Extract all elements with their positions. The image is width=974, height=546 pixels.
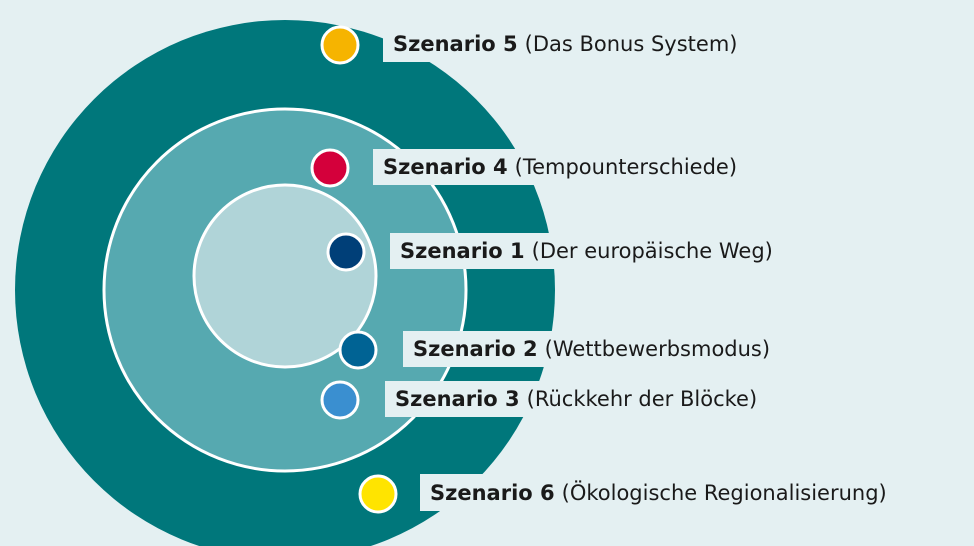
scenario-description: (Tempounterschiede) (515, 155, 737, 179)
scenario-label: Szenario 3 (Rückkehr der Blöcke) (395, 387, 757, 411)
scenario-description: (Rückkehr der Blöcke) (527, 387, 758, 411)
inner-circle (192, 183, 378, 369)
scenario-description: (Das Bonus System) (525, 32, 738, 56)
scenario-label: Szenario 1 (Der europäische Weg) (400, 239, 773, 263)
label-background (420, 474, 895, 511)
scenario-dot (320, 380, 360, 420)
scenario-description: (Wettbewerbsmodus) (545, 337, 770, 361)
scenario-label: Szenario 4 (Tempounterschiede) (383, 155, 737, 179)
scenario: Szenario 4 (Tempounterschiede) (310, 148, 746, 188)
scenario-name: Szenario 3 (395, 387, 520, 411)
scenario-label: Szenario 6 (Ökologische Regionalisierung) (430, 480, 887, 505)
label-background (390, 233, 781, 269)
scenario-name: Szenario 2 (413, 337, 538, 361)
scenario-name: Szenario 5 (393, 32, 518, 56)
scenario-name: Szenario 4 (383, 155, 508, 179)
scenario-dot (310, 148, 350, 188)
scenario-label: Szenario 5 (Das Bonus System) (393, 32, 737, 56)
scenario-dot (326, 232, 366, 272)
scenario-name: Szenario 6 (430, 481, 555, 505)
label-background (403, 331, 779, 367)
scenario-dot (320, 25, 360, 65)
label-background (373, 149, 746, 185)
label-background (385, 381, 766, 417)
scenario-description: (Ökologische Regionalisierung) (562, 480, 887, 505)
scenario-label: Szenario 2 (Wettbewerbsmodus) (413, 337, 770, 361)
scenario: Szenario 6 (Ökologische Regionalisierung) (358, 474, 895, 514)
scenario-name: Szenario 1 (400, 239, 525, 263)
label-background (383, 26, 746, 62)
scenario-description: (Der europäische Weg) (532, 239, 773, 263)
scenario: Szenario 1 (Der europäische Weg) (326, 232, 781, 272)
scenario-dot (358, 474, 398, 514)
scenario: Szenario 3 (Rückkehr der Blöcke) (320, 380, 766, 420)
scenario: Szenario 5 (Das Bonus System) (320, 25, 746, 65)
scenario: Szenario 2 (Wettbewerbsmodus) (338, 330, 779, 370)
scenario-dot (338, 330, 378, 370)
